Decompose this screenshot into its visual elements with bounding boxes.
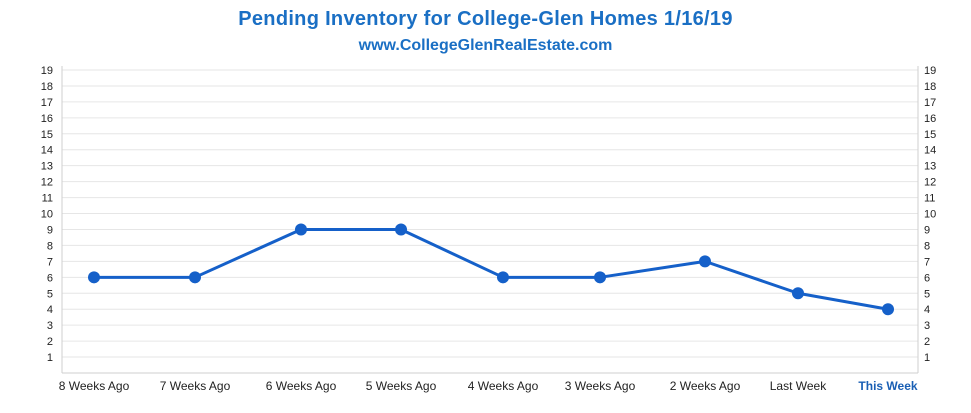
y-tick-label-left: 10 [41,209,53,221]
y-tick-label-right: 9 [924,224,930,236]
data-point [699,255,711,268]
y-tick-label-right: 7 [924,256,930,268]
y-tick-label-right: 2 [924,336,930,348]
data-point [792,287,804,300]
y-tick-label-right: 13 [924,161,936,173]
y-tick-label-right: 4 [924,304,930,316]
x-tick-label: 3 Weeks Ago [565,379,636,393]
y-tick-label-left: 11 [42,193,53,205]
chart-title: Pending Inventory for College-Glen Homes… [238,8,733,30]
y-tick-label-left: 17 [41,97,53,109]
data-point [497,271,509,284]
y-tick-label-left: 19 [41,65,53,77]
x-axis-ticks: 8 Weeks Ago 7 Weeks Ago 6 Weeks Ago 5 Weeks… [59,379,918,393]
y-tick-label-left: 6 [47,272,53,284]
y-tick-label-right: 12 [924,177,936,189]
series-line [94,227,889,311]
y-tick-label-left: 1 [47,352,53,364]
x-tick-label: 4 Weeks Ago [468,379,539,393]
y-tick-label-left: 3 [47,320,53,332]
y-tick-label-right: 6 [924,272,930,284]
axes [61,66,919,374]
y-tick-label-right: 11 [924,193,935,205]
y-tick-label-right: 1 [924,352,930,364]
y-tick-label-right: 14 [924,145,936,157]
y-tick-label-right: 5 [924,288,930,300]
y-tick-label-right: 18 [924,81,936,93]
y-tick-label-left: 2 [47,336,53,348]
y-tick-label-right: 10 [924,209,936,221]
data-point [594,271,606,284]
y-tick-label-right: 8 [924,240,930,252]
data-point [882,303,894,316]
x-tick-label: 2 Weeks Ago [670,379,741,393]
x-tick-label: This Week [858,379,917,393]
y-tick-label-right: 16 [924,113,936,125]
y-tick-label-left: 4 [47,304,53,316]
y-tick-label-left: 18 [41,81,53,93]
x-tick-label: 6 Weeks Ago [266,379,337,393]
chart-subtitle: www.CollegeGlenRealEstate.com [358,37,613,54]
x-tick-label: 5 Weeks Ago [366,379,437,393]
data-point [189,271,201,284]
y-tick-label-left: 15 [41,129,53,141]
data-point [295,223,307,236]
grid-lines [62,69,918,358]
y-tick-label-left: 8 [47,240,53,252]
y-tick-label-left: 5 [47,288,53,300]
x-tick-label: Last Week [770,379,827,393]
series-layer [88,223,894,316]
data-point [88,271,100,284]
y-tick-label-right: 19 [924,65,936,77]
y-tick-label-left: 14 [41,145,53,157]
y-tick-label-left: 13 [41,161,53,173]
data-point [395,223,407,236]
y-tick-label-left: 16 [41,113,53,125]
y-tick-label-left: 9 [47,224,53,236]
y-tick-label-right: 3 [924,320,930,332]
y-tick-label-left: 7 [47,256,53,268]
y-tick-label-left: 12 [41,177,53,189]
y-tick-label-right: 15 [924,129,936,141]
x-tick-label: 7 Weeks Ago [160,379,231,393]
x-tick-label: 8 Weeks Ago [59,379,130,393]
y-tick-label-right: 17 [924,97,936,109]
